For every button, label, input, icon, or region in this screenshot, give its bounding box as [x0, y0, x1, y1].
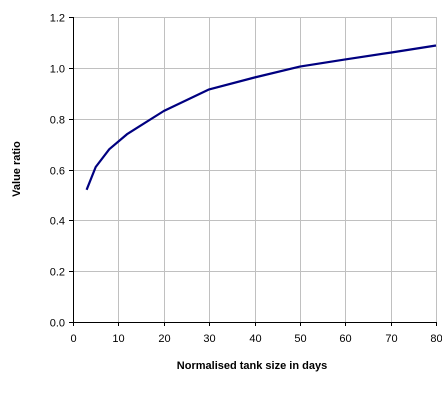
series-group — [85, 44, 437, 191]
x-tick-label: 20 — [158, 333, 170, 345]
x-tick-label: 30 — [203, 333, 215, 345]
x-tick-label: 40 — [249, 333, 261, 345]
x-tick-label: 50 — [294, 333, 306, 345]
y-tick-label: 1.0 — [50, 64, 65, 76]
x-tick-label: 0 — [70, 333, 76, 345]
x-tick-label: 60 — [339, 333, 351, 345]
series-line — [85, 44, 437, 191]
x-axis-title: Normalised tank size in days — [177, 360, 327, 372]
x-tick-label: 70 — [385, 333, 397, 345]
y-tick-label: 0.4 — [50, 216, 65, 228]
y-axis-title: Value ratio — [11, 141, 23, 197]
y-tick-label: 0.6 — [50, 166, 65, 178]
x-tick-label: 10 — [112, 333, 124, 345]
y-tick-label: 1.2 — [50, 13, 65, 25]
gridlines — [73, 17, 437, 322]
y-tick-labels: 0.0 0.2 0.4 0.6 0.8 1.0 1.2 — [50, 13, 65, 330]
y-tick-label: 0.8 — [50, 115, 65, 127]
x-tick-label: 80 — [430, 333, 442, 345]
x-tick-labels: 0 10 20 30 40 50 60 70 80 — [70, 333, 442, 345]
y-tick-label: 0.0 — [50, 318, 65, 330]
y-tick-label: 0.2 — [50, 267, 65, 279]
axes — [69, 17, 437, 326]
